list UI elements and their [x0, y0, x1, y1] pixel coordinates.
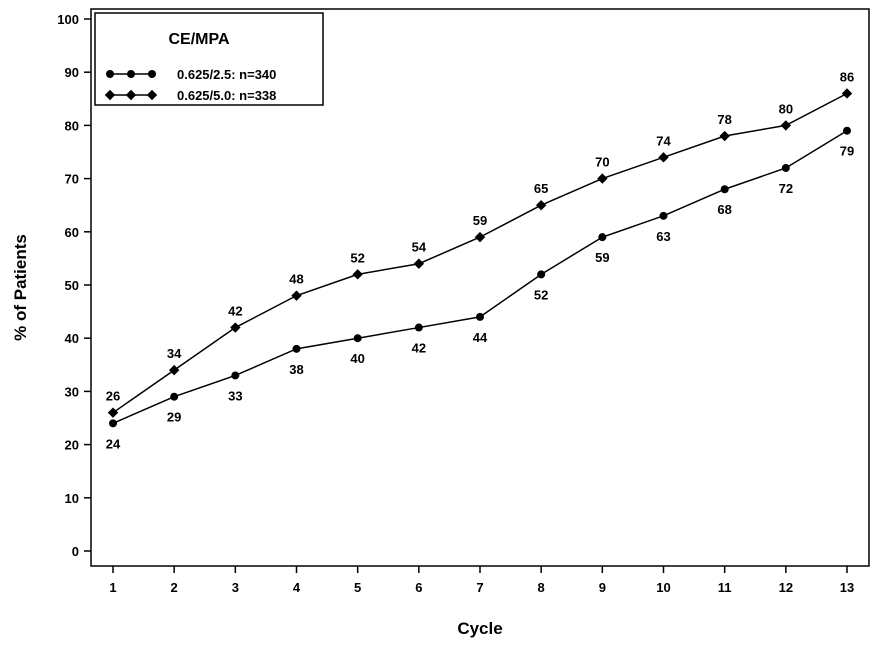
diamond-point [719, 130, 730, 142]
data-label: 59 [595, 250, 609, 265]
x-tick-label: 3 [232, 580, 239, 595]
data-label: 70 [595, 155, 609, 170]
y-tick-label: 60 [65, 225, 79, 240]
data-label: 48 [289, 272, 303, 287]
x-tick-label: 1 [109, 580, 116, 595]
data-label: 29 [167, 410, 181, 425]
x-tick-label: 9 [599, 580, 606, 595]
x-tick-label: 6 [415, 580, 422, 595]
y-tick-label: 30 [65, 384, 79, 399]
legend-label: 0.625/2.5: n=340 [177, 67, 276, 82]
data-label: 42 [412, 341, 426, 356]
x-tick-label: 12 [779, 580, 793, 595]
data-label: 44 [473, 330, 488, 345]
legend-entry: 0.625/5.0: n=338 [104, 88, 276, 103]
series-layer [107, 88, 853, 428]
legend-diamond-marker [146, 89, 158, 101]
diamond-point [413, 258, 425, 269]
circle-point [292, 344, 301, 353]
legend-entry: 0.625/2.5: n=340 [106, 67, 276, 82]
series-line-1 [112, 130, 848, 425]
data-label: 79 [840, 144, 854, 159]
y-axis-ticks: 0 10 20 30 40 50 60 70 80 90 100 [57, 12, 91, 559]
data-label: 68 [717, 202, 731, 217]
data-label: 24 [106, 436, 121, 451]
legend-circle-marker [148, 70, 156, 78]
y-tick-label: 40 [65, 331, 79, 346]
data-label: 59 [473, 213, 487, 228]
data-label: 78 [717, 112, 731, 127]
circle-point [170, 392, 179, 401]
data-label: 63 [656, 229, 670, 244]
x-tick-label: 10 [656, 580, 670, 595]
x-tick-label: 11 [718, 580, 732, 595]
circle-point [353, 334, 362, 343]
x-axis-ticks: 1 2 3 4 5 6 7 8 9 10 11 12 13 [109, 566, 854, 595]
y-tick-label: 0 [72, 544, 79, 559]
data-label: 74 [656, 133, 671, 148]
legend-diamond-marker [104, 89, 116, 101]
diamond-point [352, 269, 363, 280]
circle-point [537, 270, 546, 279]
y-tick-label: 100 [57, 12, 79, 27]
x-tick-label: 13 [840, 580, 854, 595]
y-tick-label: 10 [65, 491, 79, 506]
y-tick-label: 70 [65, 172, 79, 187]
y-tick-label: 80 [65, 118, 79, 133]
legend-label: 0.625/5.0: n=338 [177, 88, 276, 103]
data-label: 40 [350, 351, 364, 366]
x-tick-label: 5 [354, 580, 361, 595]
data-label: 65 [534, 181, 548, 196]
diamond-point [291, 290, 302, 301]
x-axis-title: Cycle [457, 619, 502, 638]
diamond-point [107, 407, 119, 418]
y-tick-label: 90 [65, 65, 79, 80]
circle-point [109, 419, 117, 428]
diamond-point [168, 364, 180, 376]
circle-point [598, 233, 607, 242]
data-label: 42 [228, 304, 242, 319]
diamond-point [658, 152, 669, 163]
circle-point [781, 163, 790, 172]
diamond-point [230, 322, 241, 333]
data-label: 80 [779, 101, 793, 116]
diamond-point [597, 173, 608, 184]
x-tick-label: 8 [538, 580, 545, 595]
legend-title: CE/MPA [168, 31, 229, 48]
x-tick-label: 7 [476, 580, 483, 595]
y-tick-label: 20 [65, 438, 79, 453]
y-tick-label: 50 [65, 278, 79, 293]
data-label: 38 [289, 362, 303, 377]
circle-point [843, 126, 851, 135]
circle-point [414, 323, 423, 332]
data-label: 34 [167, 346, 182, 361]
legend-box [94, 12, 324, 106]
data-label: 86 [840, 69, 854, 84]
series-line-2 [112, 92, 848, 414]
circle-point [476, 312, 484, 321]
data-labels: 24 29 33 38 40 42 44 52 59 63 68 72 79 26 34 42 48 52 54 59… [106, 69, 854, 451]
circle-point [720, 185, 729, 194]
diamond-point [841, 88, 853, 99]
diamond-point [474, 231, 486, 243]
legend-entries: 0.625/2.5: n=340 0.625/5.0: n=338 [104, 67, 276, 103]
data-label: 54 [412, 240, 427, 255]
x-tick-label: 4 [293, 580, 301, 595]
diamond-point [535, 200, 547, 211]
data-label: 26 [106, 389, 120, 404]
legend-diamond-marker [125, 89, 137, 101]
y-axis-title: % of Patients [11, 234, 30, 341]
legend-circle-marker [127, 70, 135, 78]
diamond-point [780, 120, 792, 131]
data-label: 52 [350, 250, 364, 265]
circle-point [231, 371, 240, 380]
x-tick-label: 2 [171, 580, 178, 595]
legend-circle-marker [106, 70, 114, 78]
data-label: 52 [534, 287, 548, 302]
legend: CE/MPA 0.625/2.5: n=340 0.625/5.0: n=338 [94, 12, 324, 106]
data-label: 33 [228, 388, 242, 403]
circle-point [659, 211, 668, 220]
data-label: 72 [779, 181, 793, 196]
